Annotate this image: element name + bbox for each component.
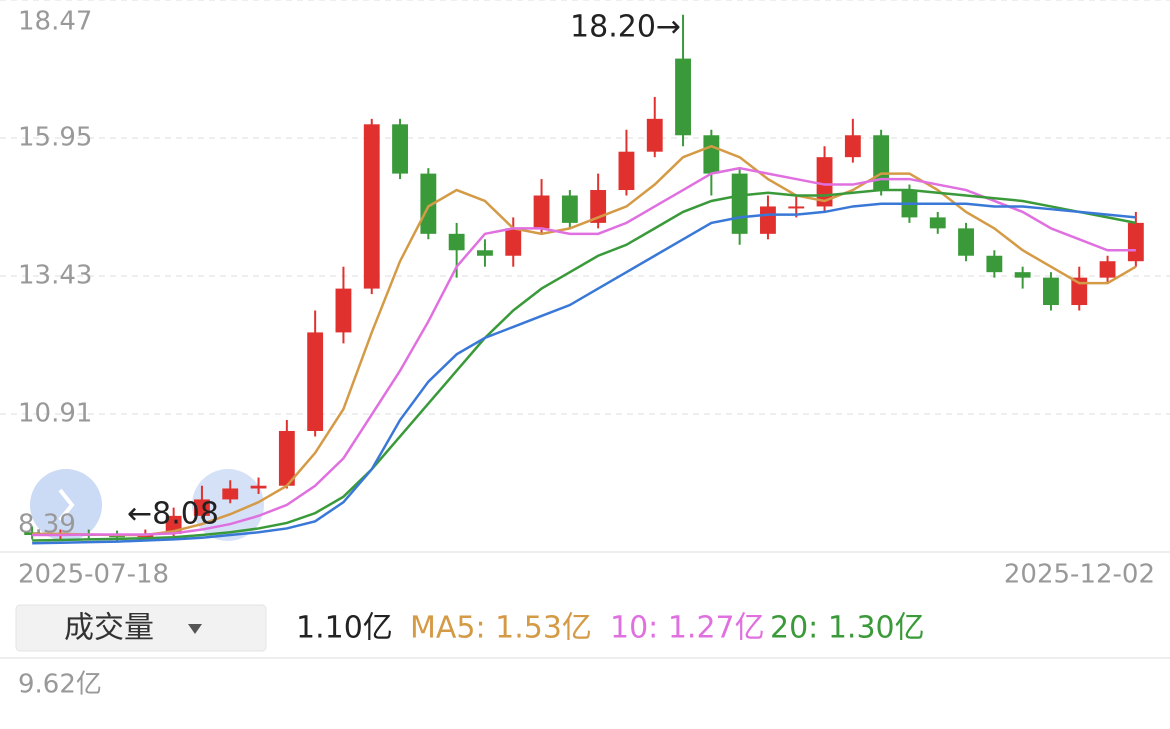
candle-body — [646, 118, 663, 152]
candle-body — [448, 233, 465, 251]
candle-body — [533, 195, 550, 229]
ma-line — [32, 202, 1136, 545]
indicator-button[interactable] — [15, 604, 267, 652]
candle-body — [675, 58, 691, 136]
candle-body — [958, 228, 974, 256]
scroll-button[interactable] — [30, 469, 102, 541]
candle-body — [844, 135, 861, 158]
candle-body — [1071, 277, 1088, 306]
candle-body — [873, 135, 890, 191]
candle-body — [1014, 272, 1031, 278]
volume-ma10: 10: 1.27亿 — [610, 611, 765, 646]
candle-body — [420, 173, 437, 234]
ma-line — [32, 188, 1137, 542]
candle-body — [194, 499, 210, 516]
candle-body — [222, 488, 239, 500]
candle-body — [363, 124, 380, 289]
candle-body — [477, 250, 493, 256]
scroll-handle[interactable] — [192, 469, 264, 541]
candle-body — [24, 532, 41, 536]
candle-body — [278, 430, 295, 486]
indicator-name: 成交量 — [64, 611, 154, 646]
candle-body — [1099, 261, 1116, 278]
volume-current: 1.10亿 — [296, 611, 393, 646]
candle-body — [1043, 277, 1059, 306]
candle-body — [250, 485, 267, 489]
y-tick-label: 18.47 — [18, 7, 92, 37]
candle-body — [505, 228, 522, 256]
candle-body — [618, 151, 635, 191]
max-label: 18.20→ — [570, 10, 681, 45]
x-tick-label: 2025-07-18 — [18, 560, 169, 590]
y-tick-label: 10.91 — [18, 399, 92, 429]
candle-body — [760, 206, 776, 234]
dropdown-icon — [188, 624, 202, 634]
candle-body — [788, 206, 805, 209]
y-tick-label: 13.43 — [18, 261, 92, 291]
min-label: ←8.08 — [127, 497, 219, 532]
y-tick-label: 15.95 — [18, 123, 92, 153]
ma-line — [32, 166, 1136, 537]
volume-axis-label: 9.62亿 — [18, 670, 102, 700]
candle-body — [392, 124, 408, 174]
ma-line — [32, 144, 1137, 537]
candle-body — [703, 135, 720, 174]
x-tick-label: 2025-12-02 — [1004, 560, 1155, 590]
arrow-icon — [58, 488, 75, 522]
candle-body — [307, 332, 324, 431]
candle-body — [1127, 222, 1144, 262]
candle-body — [986, 255, 1003, 273]
volume-ma5: MA5: 1.53亿 — [410, 611, 592, 646]
volume-ma20: 20: 1.30亿 — [770, 611, 925, 646]
candle-body — [731, 173, 748, 234]
candle-body — [561, 195, 578, 223]
candle-body — [929, 217, 946, 229]
candle-body — [335, 288, 352, 333]
